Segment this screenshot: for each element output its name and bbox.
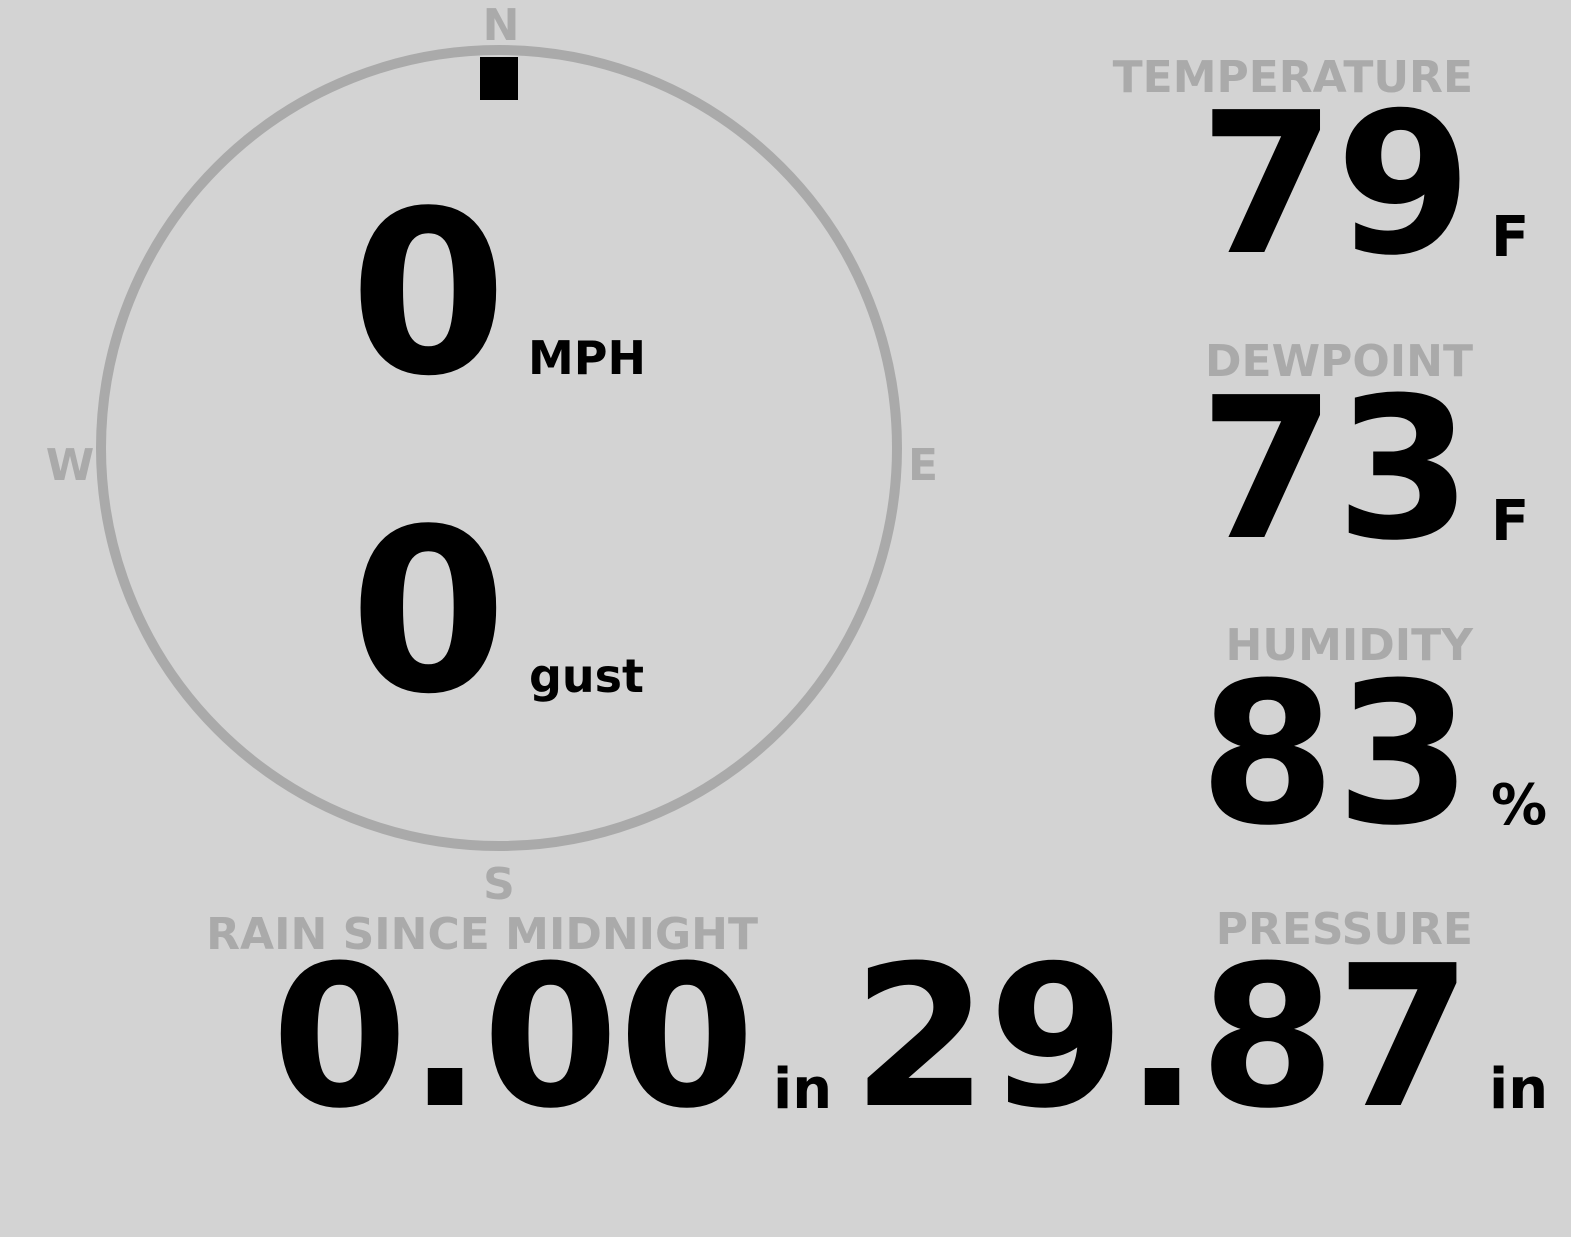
pressure-panel: PRESSURE 29.87 in <box>852 904 1548 1152</box>
humidity-panel: HUMIDITY 83 % <box>1199 620 1547 869</box>
wind-speed-unit: MPH <box>528 331 646 385</box>
humidity-unit: % <box>1491 773 1547 838</box>
dewpoint-panel: DEWPOINT 73 F <box>1199 336 1529 584</box>
compass-west: W <box>46 440 95 491</box>
compass-north: N <box>483 0 520 51</box>
pressure-value: 29.87 <box>852 924 1472 1152</box>
wind-speed-value: 0 <box>350 163 507 426</box>
rain-value: 0.00 <box>271 924 755 1152</box>
temperature-panel: TEMPERATURE 79 F <box>1113 52 1530 299</box>
humidity-label: HUMIDITY <box>1226 620 1475 671</box>
pressure-unit: in <box>1489 1057 1548 1122</box>
dewpoint-value: 73 <box>1199 356 1472 584</box>
wind-gust-label: gust <box>529 649 644 703</box>
temperature-value: 79 <box>1199 71 1472 299</box>
wind-compass: N S W E 0 MPH 0 gust <box>46 0 938 910</box>
pressure-label: PRESSURE <box>1216 904 1473 955</box>
dewpoint-unit: F <box>1491 489 1529 554</box>
wind-direction-marker <box>480 57 518 100</box>
temperature-label: TEMPERATURE <box>1113 52 1473 103</box>
compass-south: S <box>483 859 515 910</box>
rain-label: RAIN SINCE MIDNIGHT <box>206 909 758 960</box>
humidity-value: 83 <box>1199 641 1472 869</box>
rain-panel: RAIN SINCE MIDNIGHT 0.00 in <box>206 909 832 1152</box>
wind-gust-value: 0 <box>350 481 507 744</box>
rain-unit: in <box>773 1057 832 1122</box>
compass-ring <box>96 45 902 851</box>
compass-east: E <box>908 440 938 491</box>
dewpoint-label: DEWPOINT <box>1205 336 1473 387</box>
temperature-unit: F <box>1491 205 1529 270</box>
